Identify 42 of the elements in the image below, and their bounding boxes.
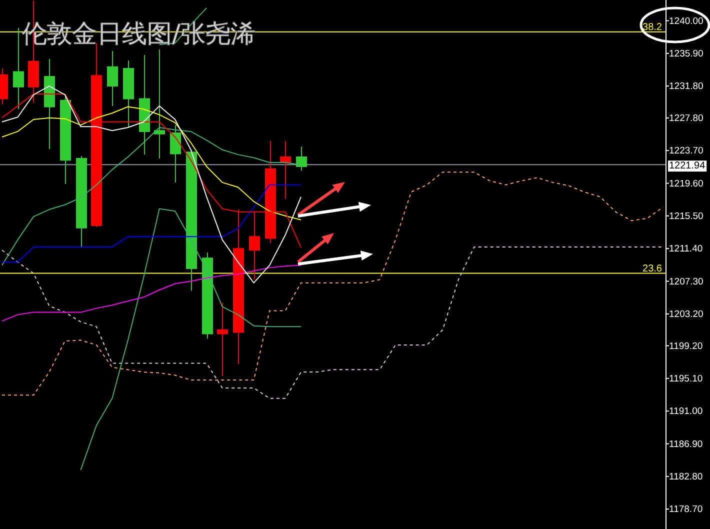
candlestick [154,48,165,160]
candlestick [265,140,276,244]
annotation: 38.2 [642,22,662,33]
candlestick [76,156,87,248]
y-tick-label: 1211.40 [669,244,703,255]
annotation: 23.6 [642,263,662,274]
line-series [2,184,302,263]
y-tick-label: 1227.80 [669,112,704,124]
y-tick-label: 1207.30 [669,276,704,288]
line-series [2,86,302,284]
y-tick-label: 1182.80 [669,471,703,482]
y-tick-label: 1235.90 [669,48,704,60]
candlestick [217,302,228,377]
y-tick-label: 1203.20 [669,308,704,320]
candlestick [186,149,197,292]
candlestick [280,140,291,200]
candlestick [60,94,71,185]
candlestick [13,27,24,110]
y-tick-label: 1215.50 [669,210,704,222]
candlestick [139,54,150,156]
y-tick-label: 1219.60 [669,178,704,190]
y-tick-label: 1178.70 [669,504,703,516]
line-series [80,208,302,471]
candlestick [296,146,307,171]
y-tick-label: 1231.80 [669,81,704,92]
line-series [2,246,664,399]
candlestick [123,60,134,128]
line-series [2,106,302,220]
candlestick [202,252,213,340]
y-tick-label: 1199.20 [669,340,703,352]
candlestick [44,58,55,150]
candlestick [107,50,118,106]
candlestick [170,124,181,183]
y-tick-label: 1186.90 [669,438,703,450]
y-tick-label: 1223.70 [669,146,704,157]
ref-line-label: 1221.94 [669,160,706,172]
y-tick-label: 1195.10 [669,373,703,384]
line-series [2,172,664,396]
line-series [2,264,302,322]
y-tick-label: 1191.00 [669,406,703,418]
line-series [2,126,302,266]
y-tick-label: 1240.00 [669,16,704,27]
